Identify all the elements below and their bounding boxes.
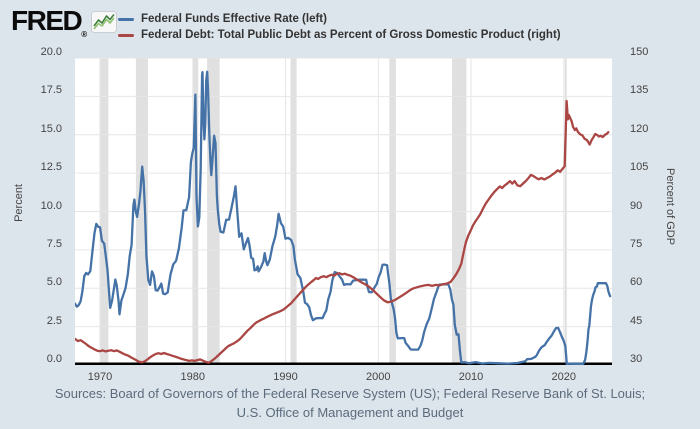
series-line-0 xyxy=(75,70,612,365)
right-tick-label: 60 xyxy=(630,276,643,289)
x-tick-label: 1980 xyxy=(180,371,206,383)
right-tick-label: 75 xyxy=(630,237,643,250)
x-tick-label: 2000 xyxy=(366,371,391,383)
legend-swatch xyxy=(118,34,134,37)
sources-line-2: U.S. Office of Management and Budget xyxy=(236,405,464,420)
fred-logo: FRED® xyxy=(11,5,118,39)
x-tick-label: 2010 xyxy=(458,371,484,383)
plot-area[interactable] xyxy=(75,58,612,365)
left-tick-label: 7.5 xyxy=(46,237,62,250)
right-tick-label: 150 xyxy=(630,46,649,58)
registered-trademark-icon: ® xyxy=(81,30,88,39)
fred-logo-text: FRED xyxy=(11,5,83,36)
left-tick-label: 12.5 xyxy=(40,161,62,174)
legend-swatch xyxy=(118,18,134,21)
right-tick-label: 135 xyxy=(630,84,649,97)
left-tick-label: 2.5 xyxy=(46,314,62,327)
left-tick-label: 5.0 xyxy=(46,276,62,289)
right-tick-label: 120 xyxy=(630,122,649,135)
legend-item-0: Federal Funds Effective Rate (left) xyxy=(118,12,561,27)
right-tick-label: 90 xyxy=(630,199,643,212)
legend-label: Federal Funds Effective Rate (left) xyxy=(141,13,327,25)
right-tick-label: 45 xyxy=(630,314,643,327)
left-tick-label: 15.0 xyxy=(40,122,62,135)
left-tick-label: 0.0 xyxy=(46,353,62,365)
x-axis-line xyxy=(75,362,612,365)
left-tick-label: 10.0 xyxy=(40,199,62,212)
x-tick-label: 2020 xyxy=(551,371,576,383)
legend: Federal Funds Effective Rate (left) Feder… xyxy=(118,12,561,44)
right-tick-label: 105 xyxy=(630,161,649,174)
right-tick-label: 30 xyxy=(630,353,643,365)
series-line-1 xyxy=(75,99,610,364)
legend-item-1: Federal Debt: Total Public Debt as Perce… xyxy=(118,28,561,43)
x-tick-label: 1970 xyxy=(87,371,113,383)
chart-line-icon xyxy=(91,11,118,33)
legend-label: Federal Debt: Total Public Debt as Perce… xyxy=(141,29,561,41)
right-axis-title: Percent of GDP xyxy=(664,168,676,246)
left-tick-label: 17.5 xyxy=(40,84,62,97)
x-tick-label: 1990 xyxy=(273,371,298,383)
left-tick-label: 20.0 xyxy=(40,46,62,58)
sources-line-1: Sources: Board of Governors of the Feder… xyxy=(54,386,646,401)
